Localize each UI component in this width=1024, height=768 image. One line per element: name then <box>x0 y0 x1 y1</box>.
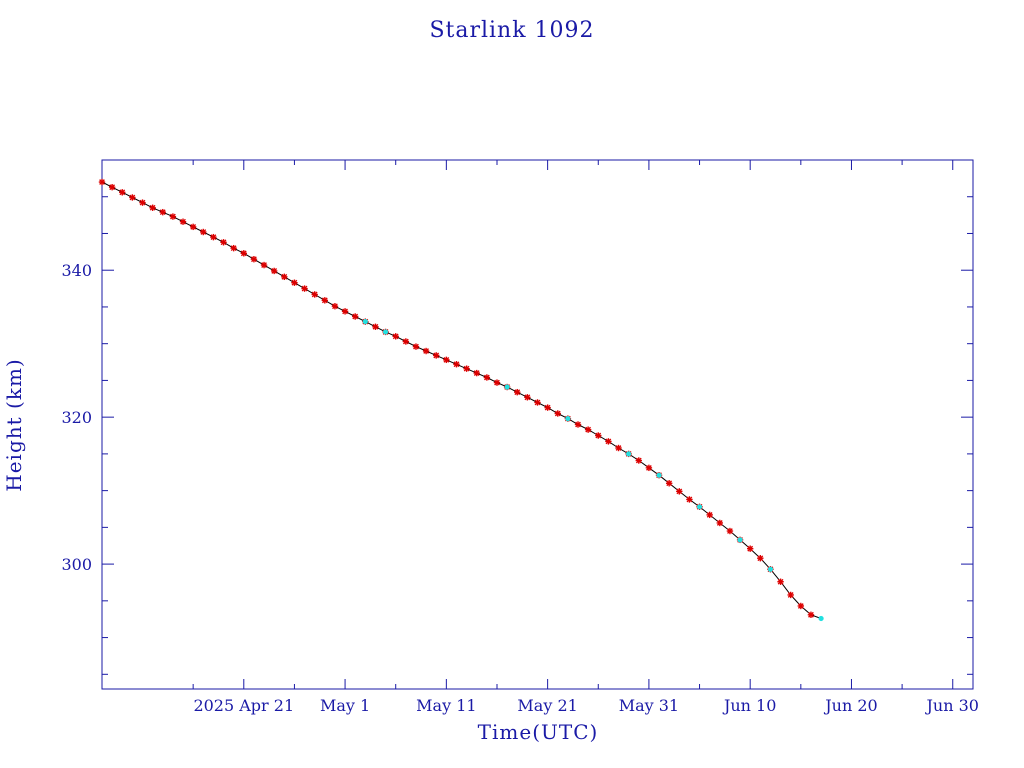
data-point-red <box>665 480 673 487</box>
data-point-red <box>635 457 642 464</box>
data-point-cyan <box>818 615 824 622</box>
x-tick-label: May 31 <box>619 696 679 715</box>
data-point-red <box>351 313 359 320</box>
data-point-cyan <box>737 537 743 543</box>
data-point-red <box>159 208 166 216</box>
data-point-red <box>129 194 136 201</box>
data-point-red <box>757 555 764 562</box>
data-point-red <box>220 239 227 246</box>
data-point-red <box>746 545 754 552</box>
data-point-red <box>189 223 197 231</box>
data-point-red <box>706 511 713 519</box>
data-point-red <box>777 578 784 585</box>
data-point-cyan <box>504 384 510 390</box>
data-point-red <box>807 611 815 618</box>
data-point-red <box>281 273 288 281</box>
plot-frame <box>101 159 974 690</box>
data-point-red <box>453 361 460 368</box>
y-tick-label: 320 <box>61 408 92 427</box>
data-point-red <box>230 244 237 252</box>
data-point-cyan <box>565 416 571 422</box>
data-point-red <box>493 379 501 386</box>
trend-line <box>101 181 822 619</box>
data-points <box>98 178 824 622</box>
data-point-red <box>645 464 653 472</box>
x-tick-label: Jun 20 <box>823 696 877 715</box>
data-point-red <box>615 444 622 452</box>
data-point-red <box>270 267 278 275</box>
data-point-red <box>341 308 349 315</box>
data-point-red <box>98 178 106 186</box>
x-tick-label: May 1 <box>320 696 370 715</box>
data-point-red <box>392 333 399 340</box>
data-point-red <box>716 519 724 527</box>
data-point-red <box>179 218 187 225</box>
data-point-red <box>260 261 268 269</box>
data-point-red <box>534 399 541 406</box>
data-point-red <box>544 404 551 411</box>
x-tick-labels: 2025 Apr 21 May 1 May 11 May 21 May 31 Jun 10… <box>193 696 979 715</box>
data-point-red <box>473 369 480 377</box>
data-point-red <box>463 365 470 372</box>
data-point-cyan <box>382 329 389 335</box>
chart-title: Starlink 1092 <box>429 18 594 43</box>
data-point-cyan <box>767 566 774 572</box>
data-point-red <box>149 204 156 211</box>
data-point-red <box>240 250 247 257</box>
data-point-red <box>331 303 339 310</box>
data-point-red <box>483 374 491 381</box>
x-tick-label: Jun 30 <box>925 696 979 715</box>
data-point-red <box>200 228 207 236</box>
data-point-red <box>433 352 440 359</box>
data-point-cyan <box>656 472 662 478</box>
data-point-red <box>311 291 318 298</box>
x-tick-label: 2025 Apr 21 <box>193 696 294 715</box>
data-point-red <box>787 591 794 599</box>
x-axis-label: Time(UTC) <box>478 720 599 744</box>
data-point-red <box>402 338 410 345</box>
data-point-red <box>443 356 450 364</box>
data-point-red <box>686 496 693 503</box>
data-point-red <box>301 285 308 292</box>
data-point-red <box>291 279 298 286</box>
data-point-red <box>321 297 329 304</box>
data-point-red <box>119 189 126 196</box>
y-tick-label: 340 <box>61 261 92 280</box>
data-point-red <box>412 343 420 350</box>
data-point-red <box>605 438 612 445</box>
data-point-red <box>584 426 592 433</box>
data-point-red <box>574 421 582 428</box>
data-point-red <box>595 432 602 439</box>
data-point-red <box>797 602 805 610</box>
data-point-red <box>372 323 379 330</box>
axis-ticks <box>102 159 973 689</box>
x-tick-label: May 11 <box>416 696 476 715</box>
data-point-red <box>169 213 177 220</box>
data-point-red <box>422 347 430 355</box>
x-tick-label: May 21 <box>517 696 577 715</box>
x-tick-label: Jun 10 <box>722 696 776 715</box>
data-point-red <box>514 388 521 396</box>
y-tick-labels: 300 320 340 <box>61 261 92 574</box>
data-point-cyan <box>626 451 632 457</box>
y-axis-label: Height (km) <box>2 358 26 491</box>
data-point-cyan <box>362 319 368 325</box>
data-point-red <box>676 488 683 495</box>
data-point-red <box>250 255 258 263</box>
data-point-red <box>108 183 116 191</box>
data-point-red <box>726 527 734 535</box>
y-tick-label: 300 <box>61 555 92 574</box>
data-point-red <box>210 233 217 241</box>
data-point-cyan <box>696 504 703 510</box>
data-point-red <box>554 410 561 417</box>
data-point-red <box>524 394 531 401</box>
data-point-red <box>139 199 146 206</box>
